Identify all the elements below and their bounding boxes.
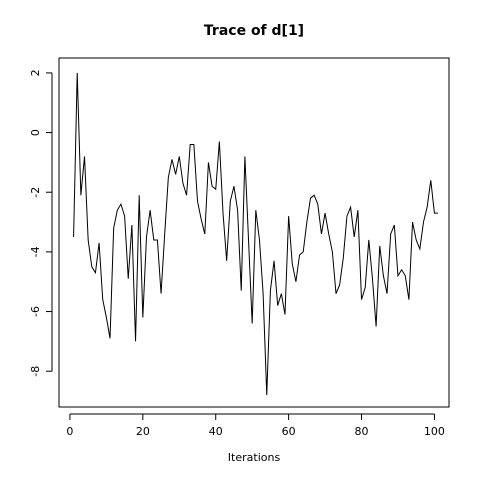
y-tick-label: -8 [29, 366, 42, 377]
y-tick-label: 2 [29, 69, 42, 76]
y-tick-label: 0 [29, 129, 42, 136]
x-tick-label: 20 [136, 425, 150, 438]
y-tick-label: -4 [29, 246, 42, 257]
x-axis-label: Iterations [228, 451, 281, 464]
x-tick-label: 0 [66, 425, 73, 438]
chart-title: Trace of d[1] [204, 23, 304, 39]
trace-line [73, 72, 439, 396]
x-tick-label: 60 [282, 425, 296, 438]
x-tick-label: 40 [209, 425, 223, 438]
x-tick-label: 80 [355, 425, 369, 438]
x-tick-label: 100 [424, 425, 445, 438]
plot-frame [58, 57, 450, 408]
x-axis: 0 20 40 60 80 100 [66, 413, 445, 438]
y-tick-label: -6 [29, 306, 42, 317]
y-axis: -8 -6 -4 -2 0 2 [29, 69, 53, 377]
y-tick-label: -2 [29, 187, 42, 198]
